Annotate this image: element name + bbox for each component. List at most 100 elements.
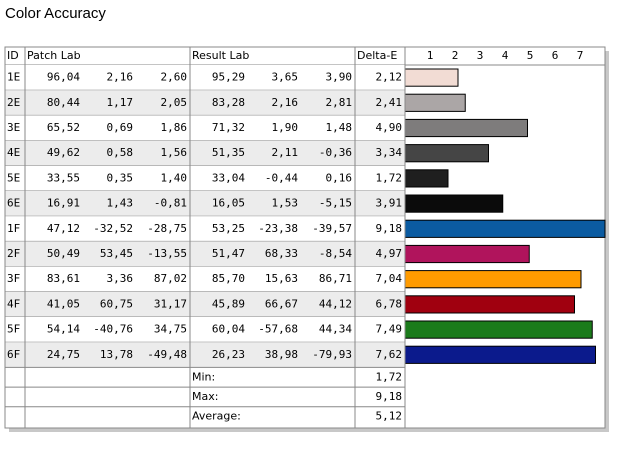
result-lab: 2,11	[272, 146, 299, 159]
result-lab: 45,89	[212, 297, 245, 310]
result-lab: 3,90	[326, 71, 353, 84]
patch-lab: 60,75	[100, 297, 133, 310]
delta-e: 4,97	[376, 247, 403, 260]
patch-lab: -32,52	[93, 222, 133, 235]
result-lab: 68,33	[265, 247, 298, 260]
result-lab: 38,98	[265, 348, 298, 361]
patch-lab: 47,12	[47, 222, 80, 235]
result-lab: 15,63	[265, 272, 298, 285]
row-id: 1F	[7, 222, 20, 235]
delta-e: 1,72	[376, 171, 403, 184]
result-lab: -5,15	[319, 197, 352, 210]
row-id: 6F	[7, 348, 20, 361]
bar	[404, 93, 466, 112]
delta-e: 7,04	[376, 272, 403, 285]
result-lab: 0,16	[326, 171, 353, 184]
result-lab: 83,28	[212, 96, 245, 109]
result-lab: 44,34	[319, 323, 352, 336]
patch-lab: 2,60	[161, 71, 188, 84]
row-id: 3E	[7, 121, 20, 134]
patch-lab: 0,58	[107, 146, 134, 159]
x-tick-label: 4	[502, 49, 509, 62]
result-lab: 33,04	[212, 171, 245, 184]
patch-lab: 2,05	[161, 96, 188, 109]
row-background	[5, 342, 405, 368]
delta-e: 2,12	[376, 71, 403, 84]
result-lab: 71,32	[212, 121, 245, 134]
x-tick-label: 5	[527, 49, 534, 62]
row-id: 6E	[7, 197, 20, 210]
bar	[404, 270, 582, 289]
x-tick-label: 7	[577, 49, 584, 62]
patch-lab: 2,16	[107, 71, 134, 84]
patch-lab: 83,61	[47, 272, 80, 285]
result-lab: -0,44	[265, 171, 298, 184]
summary-label: Average:	[192, 410, 241, 423]
result-lab: -39,57	[312, 222, 352, 235]
row-background	[5, 291, 405, 317]
row-id: 3F	[7, 272, 20, 285]
summary-label: Max:	[192, 390, 218, 403]
delta-e: 9,18	[376, 222, 403, 235]
result-lab: 26,23	[212, 348, 245, 361]
row-background	[5, 165, 405, 191]
row-id: 5F	[7, 323, 20, 336]
result-lab: 16,05	[212, 197, 245, 210]
patch-lab: 54,14	[47, 323, 80, 336]
result-lab: -0,36	[319, 146, 352, 159]
row-id: 2E	[7, 96, 20, 109]
result-lab: 51,47	[212, 247, 245, 260]
result-lab: 1,53	[272, 197, 299, 210]
row-background	[5, 317, 405, 343]
bar	[404, 345, 596, 364]
x-tick-label: 6	[552, 49, 559, 62]
bar	[404, 68, 459, 87]
row-background	[5, 216, 405, 242]
patch-lab: 80,44	[47, 96, 80, 109]
row-background	[5, 266, 405, 292]
row-background	[5, 191, 405, 217]
bar	[404, 118, 528, 138]
result-lab: 53,25	[212, 222, 245, 235]
delta-e: 3,91	[376, 197, 403, 210]
delta-e: 7,62	[376, 348, 403, 361]
patch-lab: 3,36	[107, 272, 134, 285]
delta-e: 4,90	[376, 121, 403, 134]
result-lab: 2,81	[326, 96, 353, 109]
patch-lab: 1,40	[161, 171, 188, 184]
patch-lab: 13,78	[100, 348, 133, 361]
bar	[404, 320, 593, 339]
result-lab: 3,65	[272, 71, 299, 84]
result-lab: 51,35	[212, 146, 245, 159]
patch-lab: 34,75	[154, 323, 187, 336]
column-header: Result Lab	[192, 49, 249, 62]
row-background	[5, 241, 405, 267]
patch-lab: 1,17	[107, 96, 134, 109]
bar	[404, 144, 489, 163]
patch-lab: 31,17	[154, 297, 187, 310]
patch-lab: 0,35	[107, 171, 134, 184]
patch-lab: 33,55	[47, 171, 80, 184]
patch-lab: 16,91	[47, 197, 80, 210]
column-header: ID	[7, 49, 19, 62]
row-id: 4F	[7, 297, 20, 310]
x-tick-label: 2	[452, 49, 459, 62]
summary-value: 9,18	[376, 390, 403, 403]
bar	[404, 295, 575, 314]
patch-lab: 1,86	[161, 121, 188, 134]
row-id: 1E	[7, 71, 20, 84]
patch-lab: -49,48	[147, 348, 187, 361]
row-background	[5, 115, 405, 141]
result-lab: -8,54	[319, 247, 352, 260]
column-header: Patch Lab	[27, 49, 81, 62]
x-tick-label: 1	[427, 49, 434, 62]
bar	[404, 194, 504, 213]
summary-label: Min:	[192, 370, 215, 383]
row-background	[5, 65, 405, 91]
result-lab: 60,04	[212, 323, 245, 336]
result-lab: 95,29	[212, 71, 245, 84]
row-background	[5, 140, 405, 166]
delta-e: 2,41	[376, 96, 403, 109]
row-id: 2F	[7, 247, 20, 260]
